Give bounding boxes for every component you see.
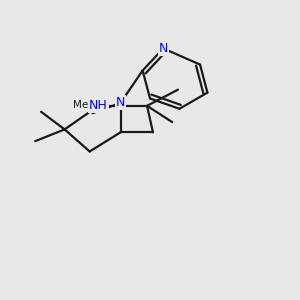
Text: NH: NH: [89, 99, 108, 112]
Text: N: N: [159, 42, 168, 55]
Text: N: N: [116, 96, 125, 110]
Text: Me: Me: [73, 100, 88, 110]
